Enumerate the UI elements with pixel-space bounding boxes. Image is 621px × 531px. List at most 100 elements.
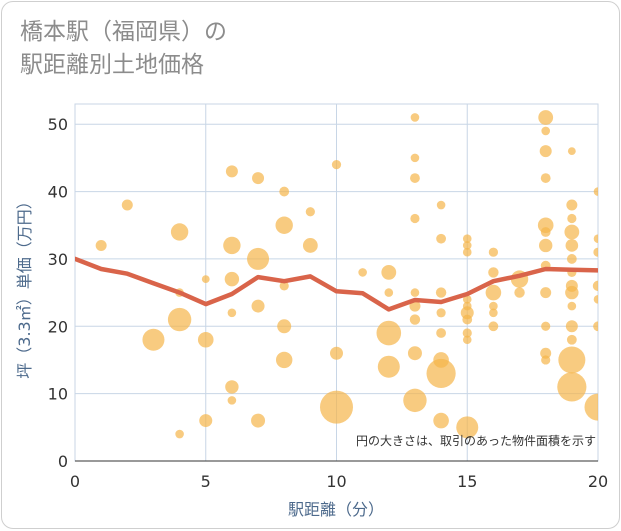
bubble-point bbox=[275, 216, 293, 234]
bubble-point bbox=[540, 227, 551, 237]
bubble-point bbox=[565, 239, 579, 252]
bubble-point bbox=[593, 295, 598, 304]
bubble-point bbox=[540, 173, 551, 183]
bubble-point bbox=[540, 347, 552, 359]
bubble-point bbox=[330, 346, 343, 360]
bubble-point bbox=[410, 213, 420, 224]
bubble-point bbox=[558, 346, 586, 374]
bubble-point bbox=[376, 320, 402, 346]
bubble-point bbox=[252, 172, 265, 185]
bubble-point bbox=[199, 414, 213, 428]
bubble-point bbox=[302, 238, 318, 253]
bubble-point bbox=[488, 321, 499, 332]
bubble-point bbox=[564, 224, 580, 240]
bubble-point bbox=[557, 372, 587, 402]
bubble-point bbox=[462, 314, 473, 325]
bubble-point bbox=[225, 380, 239, 394]
y-tick-label: 10 bbox=[48, 385, 68, 404]
bubble-point bbox=[541, 321, 551, 331]
x-tick-label: 20 bbox=[588, 472, 608, 491]
bubble-point bbox=[488, 247, 498, 257]
bubble-point bbox=[201, 275, 210, 284]
bubble-point bbox=[403, 388, 427, 413]
bubble-point bbox=[433, 412, 449, 429]
bubble-point bbox=[409, 314, 421, 325]
bubble-point bbox=[426, 358, 456, 389]
bubble-point bbox=[377, 355, 400, 378]
bubble-point bbox=[462, 328, 472, 338]
bubble-point bbox=[433, 352, 449, 368]
bubble-layer bbox=[95, 110, 598, 439]
y-axis-label: 坪（3.3㎡）単価（万円） bbox=[15, 193, 34, 378]
bubble-point bbox=[462, 301, 472, 311]
bubble-point bbox=[167, 307, 192, 332]
bubble-point bbox=[227, 396, 237, 405]
bubble-point bbox=[567, 301, 577, 311]
bubble-point bbox=[567, 147, 576, 156]
bubble-point bbox=[436, 233, 446, 244]
bubble-point bbox=[223, 236, 241, 255]
bubble-point bbox=[410, 173, 420, 183]
bubble-point bbox=[197, 331, 214, 348]
bubble-point bbox=[592, 280, 598, 292]
bubble-point bbox=[251, 299, 265, 313]
y-tick-label: 20 bbox=[48, 317, 68, 336]
bubble-point bbox=[410, 153, 420, 163]
x-tick-label: 15 bbox=[457, 472, 477, 491]
bubble-point bbox=[407, 346, 422, 361]
bubble-point bbox=[95, 239, 107, 251]
bubble-point bbox=[541, 355, 551, 365]
bubble-point bbox=[247, 247, 270, 270]
bubble-point bbox=[277, 319, 292, 334]
chart-title: 橋本駅（福岡県）の 駅距離別土地価格 bbox=[20, 16, 227, 82]
bubble-point bbox=[276, 351, 293, 369]
chart-title-line-2: 駅距離別土地価格 bbox=[20, 52, 204, 78]
bubble-point bbox=[540, 287, 552, 299]
bubble-point bbox=[485, 284, 502, 301]
bubble-point bbox=[225, 165, 238, 178]
average-line-layer bbox=[75, 256, 598, 312]
bubble-point bbox=[410, 288, 420, 297]
bubble-point bbox=[489, 301, 498, 311]
bubble-point bbox=[435, 287, 447, 298]
bubble-point bbox=[358, 268, 367, 277]
bubble-point bbox=[456, 416, 479, 439]
bubble-point bbox=[488, 267, 499, 278]
bubble-point bbox=[538, 110, 554, 125]
bubble-point bbox=[142, 328, 165, 351]
bubble-point bbox=[436, 308, 446, 318]
bubble-point bbox=[593, 321, 598, 332]
bubble-point bbox=[279, 281, 289, 291]
bubble-point bbox=[227, 308, 237, 318]
tick-labels: 0 5 10 15 20 0 10 20 30 40 50 bbox=[48, 115, 609, 491]
bubble-point bbox=[305, 207, 315, 217]
bubble-point bbox=[462, 335, 472, 345]
bubble-point bbox=[170, 223, 189, 241]
x-tick-label: 0 bbox=[70, 472, 80, 491]
bubble-point bbox=[462, 247, 472, 257]
bubble-point bbox=[462, 241, 472, 250]
bubble-point bbox=[566, 334, 577, 345]
y-tick-label: 30 bbox=[48, 250, 68, 269]
bubble-point bbox=[566, 254, 577, 264]
chart-annotation: 円の大きさは、取引のあった物件面積を示す bbox=[356, 433, 596, 448]
bubble-point bbox=[320, 390, 353, 424]
bubble-point bbox=[462, 295, 472, 304]
bubble-point bbox=[514, 287, 525, 298]
y-tick-label: 50 bbox=[48, 115, 68, 134]
average-price-line bbox=[75, 256, 598, 312]
x-axis-label: 駅距離（分） bbox=[288, 500, 384, 519]
bubble-point bbox=[279, 186, 290, 197]
bubble-point bbox=[121, 199, 133, 211]
y-tick-label: 0 bbox=[58, 452, 68, 471]
bubble-point bbox=[462, 234, 472, 244]
bubble-point bbox=[593, 234, 598, 244]
bubble-point bbox=[593, 247, 598, 257]
bubble-point bbox=[593, 187, 598, 196]
bubble-point bbox=[539, 145, 552, 158]
x-tick-label: 10 bbox=[326, 472, 346, 491]
bubble-point bbox=[331, 160, 342, 170]
bubble-point bbox=[384, 288, 394, 297]
